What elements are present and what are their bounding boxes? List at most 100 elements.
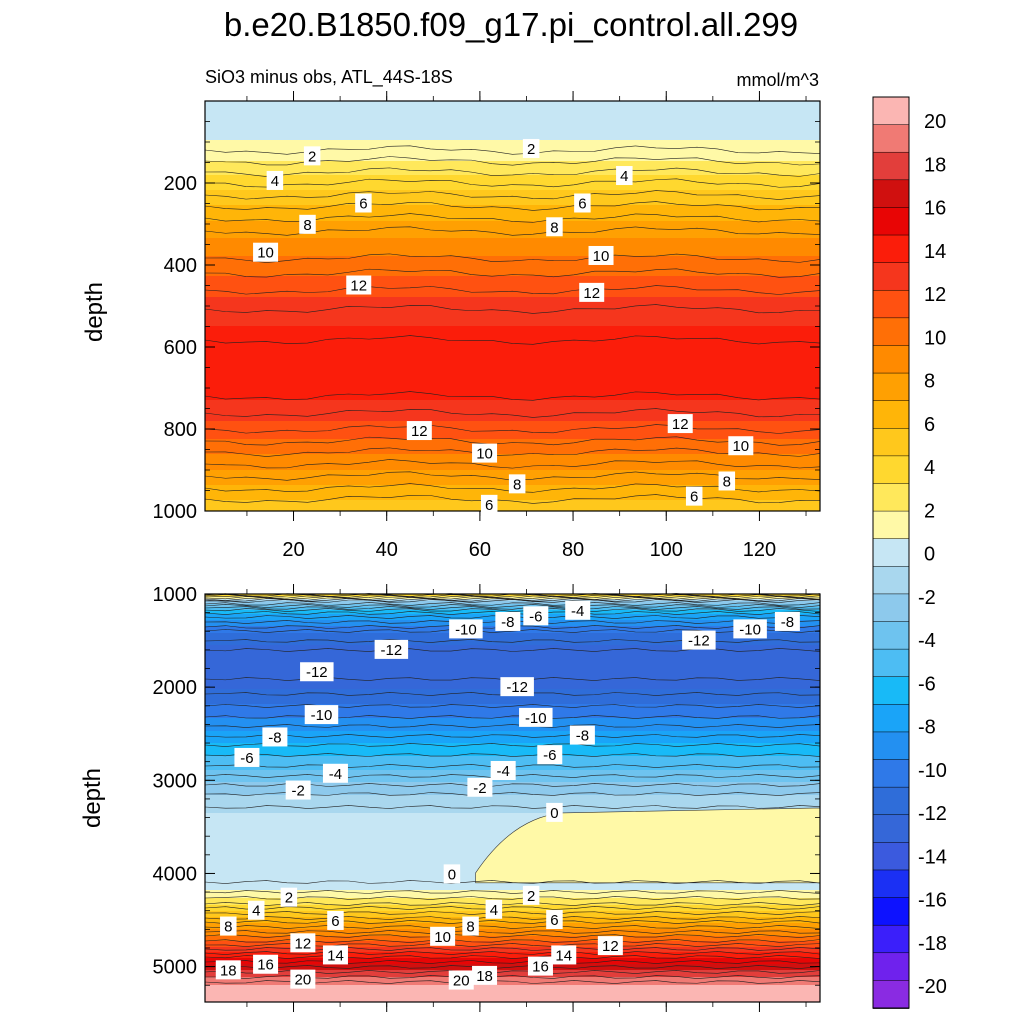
contour-label-box: [522, 885, 540, 905]
contour-band: [205, 719, 820, 721]
contour-band: [205, 830, 820, 832]
contour-band: [205, 300, 820, 302]
contour-band: [205, 130, 820, 132]
contour-band: [205, 464, 820, 466]
contour-band: [205, 994, 820, 996]
contour-band: [205, 706, 820, 708]
contour-band: [205, 636, 820, 638]
contour-band: [205, 232, 820, 234]
contour-band: [205, 799, 820, 801]
contour-band: [205, 732, 820, 734]
abyssal-positive-region: [475, 807, 821, 884]
contour-band: [205, 902, 820, 904]
contour-label-box: [588, 245, 614, 265]
contour-band: [205, 985, 820, 987]
contour-label-box: [597, 936, 623, 956]
contour-band: [205, 727, 820, 729]
contour-band: [205, 950, 820, 952]
contour-band: [205, 209, 820, 211]
contour-band: [205, 342, 820, 344]
contour-band: [205, 157, 820, 159]
contour-band: [205, 716, 820, 718]
contour-band: [205, 384, 820, 386]
contour-line: [204, 167, 821, 177]
contour-label: 10: [476, 446, 493, 463]
contour-band: [205, 336, 820, 338]
contour-band: [205, 190, 820, 192]
contour-band: [205, 417, 820, 419]
contour-band: [205, 503, 820, 505]
contour-line: [204, 253, 821, 263]
contour-band: [205, 929, 820, 931]
contour-band: [205, 174, 820, 176]
contour-band: [205, 820, 820, 822]
contour-band: [205, 188, 820, 190]
contour-band: [205, 805, 820, 807]
contour-band: [205, 403, 820, 405]
contour-band: [205, 246, 820, 248]
contour-line: [204, 906, 821, 910]
contour-band: [205, 124, 820, 126]
contour-band: [205, 903, 820, 905]
contour-label-box: [322, 763, 348, 783]
contour-band: [205, 605, 820, 607]
contour-band: [205, 949, 820, 951]
contour-band: [205, 942, 820, 944]
contour-band: [205, 306, 820, 308]
colorbar-frame: [872, 96, 910, 1009]
contour-label: -10: [525, 710, 547, 727]
x-tick-label: 40: [376, 539, 398, 561]
contour-line: [204, 916, 821, 920]
surface-negative-patch: [799, 101, 816, 117]
contour-line: [204, 805, 821, 809]
contour-band: [205, 917, 820, 919]
contour-band: [205, 376, 820, 378]
contour-band: [205, 674, 820, 676]
contour-band: [205, 301, 820, 303]
contour-band: [205, 201, 820, 203]
contour-label-box: [495, 611, 521, 631]
colorbar-label: -2: [918, 587, 936, 609]
contour-band: [205, 222, 820, 224]
contour-band: [205, 664, 820, 666]
contour-band: [205, 976, 820, 978]
contour-band: [205, 603, 820, 605]
colorbar-swatch: [872, 842, 910, 871]
contour-line: [204, 285, 821, 295]
contour-band: [205, 936, 820, 938]
contour-line: [204, 190, 821, 200]
contour-label-box: [462, 916, 479, 936]
contour-band: [205, 504, 820, 506]
contour-line: [204, 424, 821, 434]
contour-band: [205, 977, 820, 979]
colorbar-label: 14: [924, 241, 946, 263]
contour-band: [205, 739, 820, 741]
contour-band: [205, 241, 820, 243]
y-tick-label: 4000: [153, 863, 198, 885]
contour-band: [205, 925, 820, 927]
contour-band: [205, 905, 820, 907]
colorbar-label: -6: [918, 673, 936, 695]
contour-band: [205, 146, 820, 148]
surface-negative-patch: [635, 101, 652, 113]
contour-band: [205, 632, 820, 634]
contour-band: [205, 249, 820, 251]
contour-band: [205, 746, 820, 748]
contour-band: [205, 965, 820, 967]
contour-band: [205, 307, 820, 309]
contour-band: [205, 946, 820, 948]
contour-band: [205, 218, 820, 220]
contour-label-box: [480, 494, 498, 514]
contour-label: -12: [381, 642, 403, 659]
contour-band: [205, 362, 820, 364]
surface-negative-patch: [697, 101, 714, 121]
contour-band: [205, 238, 820, 240]
contour-label: 12: [294, 935, 311, 952]
contour-band: [205, 337, 820, 339]
contour-band: [205, 117, 820, 119]
contour-band: [205, 897, 820, 899]
contour-label-box: [682, 630, 716, 650]
contour-label: 14: [555, 947, 572, 964]
contour-label-box: [374, 639, 409, 659]
contour-band: [205, 784, 820, 786]
